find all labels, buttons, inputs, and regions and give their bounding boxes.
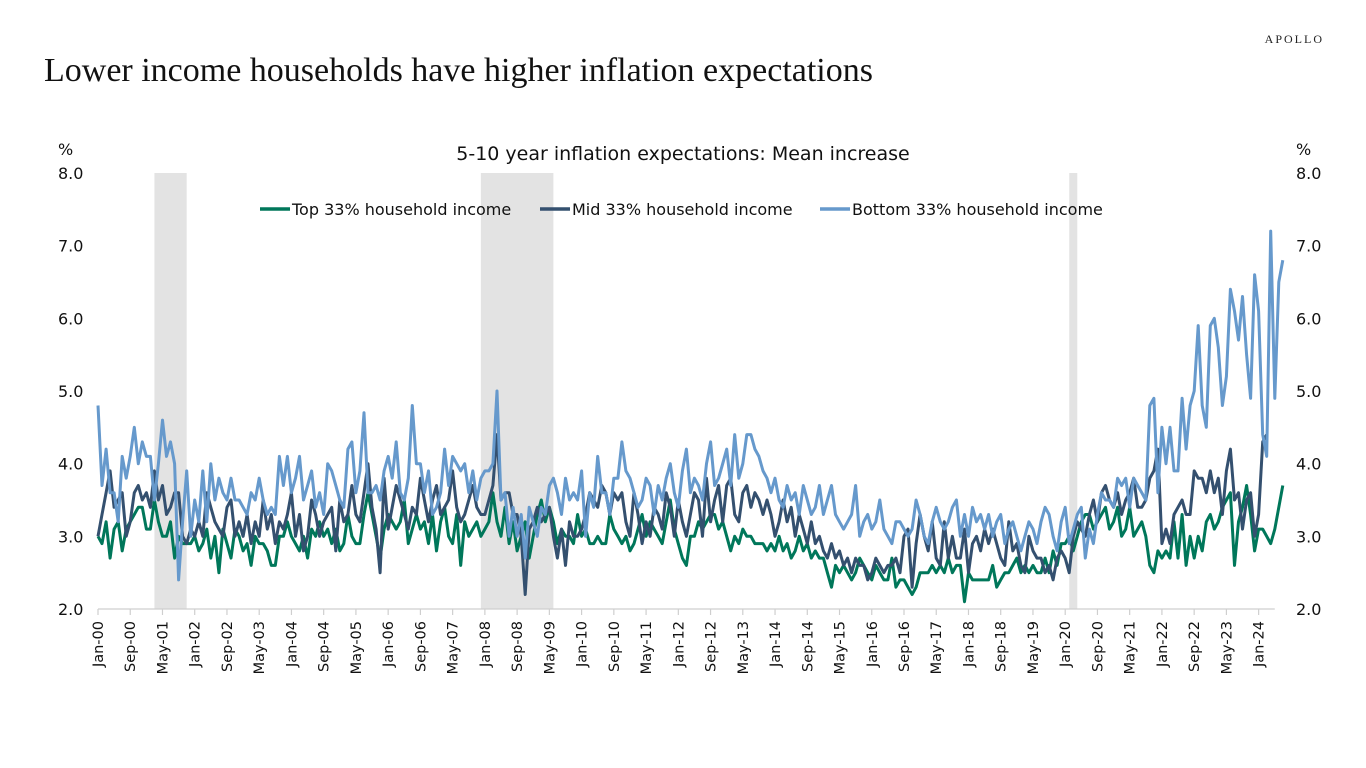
x-tick-label: May-19: [1026, 621, 1042, 674]
y-tick-label-left: 7.0: [58, 237, 83, 256]
y-tick-label-left: 5.0: [58, 382, 83, 401]
y-tick-label-right: 4.0: [1296, 455, 1321, 474]
y-tick-label-right: 2.0: [1296, 600, 1321, 619]
y-axis-unit-right: %: [1296, 140, 1311, 159]
x-tick-label: Jan-00: [91, 621, 107, 668]
legend-item: Bottom 33% household income: [820, 200, 1103, 219]
recession-shading-layer: [154, 173, 1078, 609]
legend-item: Top 33% household income: [260, 200, 511, 219]
chart-title: 5-10 year inflation expectations: Mean i…: [456, 143, 909, 165]
x-axis: Jan-00 Sep-00 May-01 Jan-02 Sep-02 May-03 Jan-…: [91, 608, 1275, 674]
chart-legend: Top 33% household income Mid 33% househol…: [260, 200, 1103, 219]
x-tick-label: Sep-04: [317, 621, 333, 672]
y-tick-label-right: 6.0: [1296, 309, 1321, 328]
x-tick-label: Jan-24: [1252, 621, 1268, 668]
y-tick-label-left: 8.0: [58, 164, 83, 183]
x-tick-label: Sep-00: [123, 621, 139, 672]
y-tick-label-right: 3.0: [1296, 527, 1321, 546]
x-tick-label: May-03: [252, 621, 268, 674]
x-tick-label: May-13: [736, 621, 752, 674]
x-tick-label: Sep-02: [220, 621, 236, 672]
x-tick-label: May-17: [929, 621, 945, 674]
x-tick-label: Sep-14: [800, 621, 816, 672]
y-axis-unit-left: %: [58, 140, 73, 159]
x-tick-label: Jan-20: [1058, 621, 1074, 668]
x-tick-label: Sep-06: [413, 621, 429, 672]
x-tick-label: Jan-22: [1155, 621, 1171, 668]
x-tick-label: Jan-16: [865, 621, 881, 668]
y-tick-label-left: 6.0: [58, 309, 83, 328]
x-tick-label: Jan-04: [284, 621, 300, 668]
series-line-mid: [96, 433, 1269, 596]
x-tick-label: Sep-16: [897, 621, 913, 672]
x-tick-label: Jan-14: [768, 621, 784, 668]
series-lines: [96, 229, 1285, 604]
y-tick-label-right: 8.0: [1296, 164, 1321, 183]
page-headline: Lower income households have higher infl…: [44, 52, 873, 89]
y-tick-label-left: 2.0: [58, 600, 83, 619]
x-tick-label: May-23: [1219, 621, 1235, 674]
series-line-top: [96, 484, 1285, 604]
x-tick-label: May-15: [833, 621, 849, 674]
y-tick-label-left: 3.0: [58, 527, 83, 546]
x-tick-label: Jan-18: [961, 621, 977, 668]
x-tick-label: Jan-12: [671, 621, 687, 668]
x-tick-label: Jan-06: [381, 621, 397, 668]
legend-label: Bottom 33% household income: [852, 200, 1103, 219]
recession-bar: [1069, 173, 1078, 609]
x-tick-label: Sep-20: [1090, 621, 1106, 672]
x-tick-label: May-09: [542, 621, 558, 674]
x-tick-label: May-21: [1123, 621, 1139, 674]
x-tick-label: May-07: [446, 621, 462, 674]
y-axis-left: 2.0 3.0 4.0 5.0 6.0 7.0 8.0: [58, 164, 83, 619]
x-tick-label: Sep-08: [510, 621, 526, 672]
x-tick-label: May-11: [639, 621, 655, 674]
x-tick-label: Sep-22: [1187, 621, 1203, 672]
brand-logo: APOLLO: [1264, 32, 1324, 46]
x-tick-label: Sep-18: [994, 621, 1010, 672]
series-line-bottom: [96, 229, 1285, 582]
y-axis-right: 2.0 3.0 4.0 5.0 6.0 7.0 8.0: [1296, 164, 1321, 619]
x-tick-label: Jan-10: [575, 621, 591, 668]
x-tick-label: Sep-10: [607, 621, 623, 672]
y-tick-label-right: 5.0: [1296, 382, 1321, 401]
x-tick-label: Sep-12: [704, 621, 720, 672]
x-tick-label: Jan-02: [188, 621, 204, 668]
x-tick-label: May-01: [155, 621, 171, 674]
legend-item: Mid 33% household income: [540, 200, 793, 219]
y-tick-label-left: 4.0: [58, 455, 83, 474]
y-tick-label-right: 7.0: [1296, 237, 1321, 256]
x-tick-label: May-05: [349, 621, 365, 674]
legend-label: Mid 33% household income: [572, 200, 793, 219]
legend-label: Top 33% household income: [291, 200, 511, 219]
x-tick-label: Jan-08: [478, 621, 494, 668]
